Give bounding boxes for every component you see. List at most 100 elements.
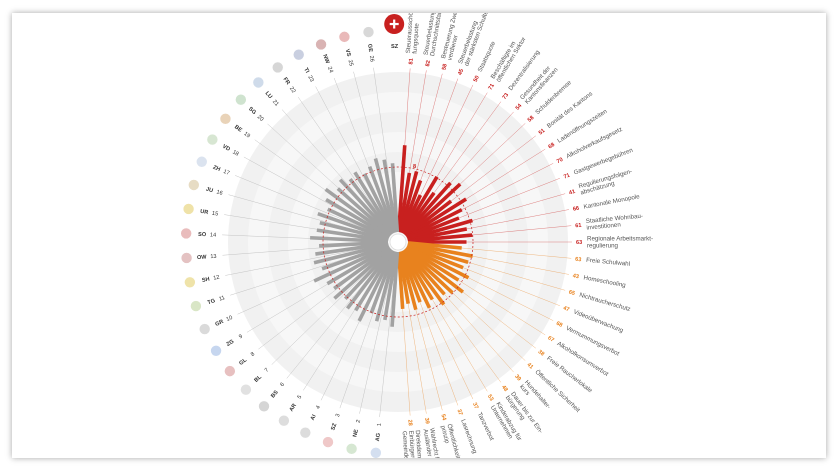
indicator-rank: 54: [439, 414, 447, 422]
indicator-rank: 63: [576, 240, 582, 246]
canton-flag-icon[interactable]: [198, 323, 211, 335]
canton-flag-icon[interactable]: [182, 203, 195, 215]
canton-flag-icon[interactable]: [180, 252, 193, 264]
canton-flag-icon[interactable]: [252, 76, 265, 89]
canton-code: GE: [366, 44, 373, 53]
canton-flag-icon[interactable]: [195, 155, 208, 168]
benchmark-bar: [367, 166, 397, 234]
benchmark-bar: [373, 158, 398, 233]
benchmark-bar: [345, 248, 394, 310]
canton-rank: 16: [216, 189, 224, 196]
canton-flag-icon[interactable]: [278, 414, 290, 427]
canton-rank: 3: [335, 413, 342, 418]
canton-flag-icon[interactable]: [271, 61, 284, 74]
indicator-label: Gemeinden: [401, 431, 410, 458]
indicator-bar: [407, 242, 474, 258]
indicator-rank: 41: [568, 189, 576, 196]
benchmark-bar: [313, 244, 390, 283]
indicator-bar: [402, 249, 446, 306]
benchmark-bar: [338, 178, 393, 236]
canton-flag-icon[interactable]: [299, 426, 312, 439]
indicator-label: Einbürgerung bei: [407, 430, 417, 458]
canton-flag-icon[interactable]: [224, 365, 236, 377]
sz-flag-cross-v: [393, 19, 396, 29]
canton-flag-icon[interactable]: [184, 276, 196, 289]
indicator-bar: [407, 218, 473, 241]
indicator-bar: [401, 175, 439, 235]
indicator-label-group: 43 Homeschooling: [572, 273, 627, 289]
canton-spoke: [225, 244, 387, 276]
threshold-label: 8: [413, 164, 416, 170]
benchmark-bar: [390, 251, 400, 327]
canton-label-group: 5 AR: [289, 394, 304, 412]
indicator-rank: 43: [572, 273, 579, 280]
indicator-bar: [404, 247, 454, 295]
benchmark-bar: [343, 248, 393, 301]
indicator-rank: 39: [513, 374, 522, 383]
indicator-rank: 68: [547, 142, 555, 150]
indicator-label: prinzip: [439, 425, 451, 445]
canton-flag-icon[interactable]: [315, 38, 327, 51]
threshold-circle: 8: [322, 164, 474, 318]
canton-code: SZ: [330, 422, 338, 431]
canton-flag-icon[interactable]: [322, 436, 334, 448]
indicator-rank: 41: [525, 362, 534, 371]
canton-rank: 23: [306, 75, 314, 83]
canton-flag-icon[interactable]: [370, 447, 382, 458]
canton-flag-icon[interactable]: [188, 179, 200, 191]
indicator-bar: [403, 181, 452, 236]
canton-flag-icon[interactable]: [292, 48, 305, 61]
canton-flag-icon[interactable]: [240, 383, 252, 396]
benchmark-bar: [374, 251, 398, 322]
canton-code: VD: [221, 144, 231, 153]
canton-rank: 13: [210, 254, 217, 260]
indicator-label: Freie Schulwahl: [586, 257, 630, 268]
canton-rank: 1: [377, 423, 383, 427]
canton-flag-icon[interactable]: [206, 133, 219, 146]
indicator-label: regulierung: [587, 242, 619, 249]
indicator-rank: 82: [425, 60, 432, 67]
canton-flag-icon[interactable]: [258, 400, 270, 413]
indicator-label: Nichtraucherschutz: [578, 292, 631, 313]
benchmark-bar: [316, 228, 389, 243]
canton-flag-icon[interactable]: [219, 113, 232, 125]
canton-flag-icon[interactable]: [180, 227, 192, 240]
canton-flag-icon[interactable]: [338, 31, 351, 43]
benchmark-bar: [319, 220, 389, 242]
canton-flag-icon[interactable]: [362, 26, 375, 38]
canton-rank: 12: [213, 275, 220, 282]
canton-code: NE: [352, 429, 360, 438]
canton-code: BE: [233, 124, 243, 134]
indicator-rank: 63: [575, 257, 582, 264]
canton-rank: 5: [297, 394, 304, 400]
canton-flag-icon[interactable]: [345, 443, 358, 455]
canton-flag-icon[interactable]: [190, 300, 202, 312]
indicator-label: Kantonale Monopole: [583, 193, 641, 211]
benchmark-bar: [354, 249, 395, 312]
canton-label-group: 1 AG: [375, 423, 383, 442]
indicator-bar: [398, 170, 419, 233]
indicator-rank: 81: [408, 58, 414, 65]
indicator-label: Regionale Arbeitsmarkt-: [587, 236, 653, 243]
benchmark-bar: [369, 250, 397, 314]
benchmark-bar: [313, 242, 389, 265]
canton-label-group: 8GL: [238, 351, 256, 367]
canton-flag-icon[interactable]: [235, 93, 247, 106]
indicator-bar: [396, 251, 405, 309]
indicator-bar: [404, 246, 465, 294]
canton-label-group: 4 AI: [310, 405, 322, 422]
canton-code: SH: [201, 277, 210, 284]
canton-code: BS: [270, 389, 280, 399]
canton-labels: 26GE25VS24NW23TI22FR21LU20SG19BE18VD17ZH…: [180, 14, 405, 458]
canton-rank: 18: [231, 149, 239, 157]
canton-flag-icon[interactable]: [210, 345, 222, 357]
canton-label-group: 3 SZ: [330, 413, 341, 431]
